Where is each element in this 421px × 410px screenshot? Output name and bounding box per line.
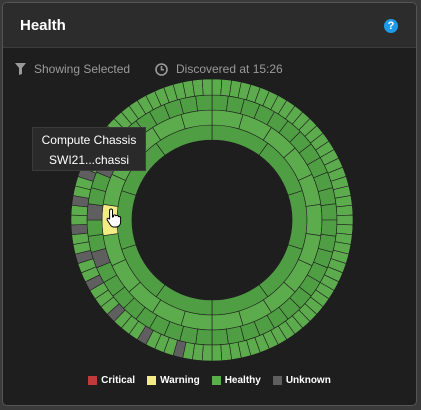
ring-5-segment-45[interactable] [211, 344, 223, 362]
legend-swatch-unknown [272, 376, 282, 385]
ring-4-segment-13[interactable] [320, 219, 338, 237]
legend-swatch-warning [147, 376, 157, 385]
discovered-label: Discovered at 15:26 [176, 62, 283, 76]
ring-2-segment-3[interactable] [287, 190, 308, 250]
chart-legend: Critical Warning Healthy Unknown [3, 375, 416, 386]
legend-label-healthy: Healthy [224, 375, 261, 386]
toolbar: Showing Selected Discovered at 15:26 [3, 61, 416, 79]
discovered-info: Discovered at 15:26 [155, 62, 283, 76]
filter-label: Showing Selected [34, 62, 131, 76]
ring-5-segment-46[interactable] [201, 344, 213, 362]
legend-item-warning[interactable]: Warning [147, 375, 200, 386]
legend-label-warning: Warning [160, 375, 200, 386]
ring-5-segment-90[interactable] [201, 79, 213, 96]
ring-4-segment-48[interactable] [195, 94, 213, 112]
ring-4-segment-24[interactable] [211, 328, 229, 346]
ring-3-segment-6[interactable] [305, 204, 323, 236]
legend-swatch-healthy [211, 376, 221, 385]
ring-4-segment-1[interactable] [211, 94, 229, 112]
chart-tooltip: Compute Chassis SWI21...chassi [32, 127, 146, 171]
hand-cursor-icon [106, 208, 122, 228]
legend-label-critical: Critical [101, 375, 136, 386]
legend-item-healthy[interactable]: Healthy [211, 375, 261, 386]
legend-swatch-critical [88, 376, 98, 385]
legend-label-unknown: Unknown [285, 375, 331, 386]
tooltip-line-2: SWI21...chassi [48, 153, 130, 167]
ring-5-segment-44[interactable] [220, 343, 232, 361]
ring-5-segment-68[interactable] [70, 214, 88, 226]
filter-icon [15, 63, 26, 75]
legend-item-critical[interactable]: Critical [88, 375, 135, 386]
ring-5-segment-22[interactable] [335, 204, 354, 216]
health-panel: Health ? Showing Selected Discovered at … [2, 2, 417, 406]
ring-5-segment-67[interactable] [70, 224, 89, 236]
filter-toggle[interactable]: Showing Selected [15, 62, 130, 76]
help-icon[interactable]: ? [384, 19, 398, 33]
ring-4-segment-25[interactable] [195, 328, 213, 346]
panel-header: Health ? [3, 3, 416, 48]
tooltip-line-1: Compute Chassis [41, 133, 137, 147]
ring-4-segment-36[interactable] [86, 219, 104, 237]
ring-5-segment-1[interactable] [211, 79, 223, 96]
health-sunburst-chart[interactable] [3, 79, 417, 369]
ring-5-segment-89[interactable] [192, 79, 204, 97]
clock-icon [155, 62, 168, 76]
panel-title: Health [20, 17, 66, 34]
legend-item-unknown[interactable]: Unknown [272, 375, 331, 386]
ring-4-segment-12[interactable] [320, 203, 338, 221]
ring-4-segment-37[interactable] [86, 203, 104, 221]
ring-5-segment-23[interactable] [336, 214, 354, 226]
